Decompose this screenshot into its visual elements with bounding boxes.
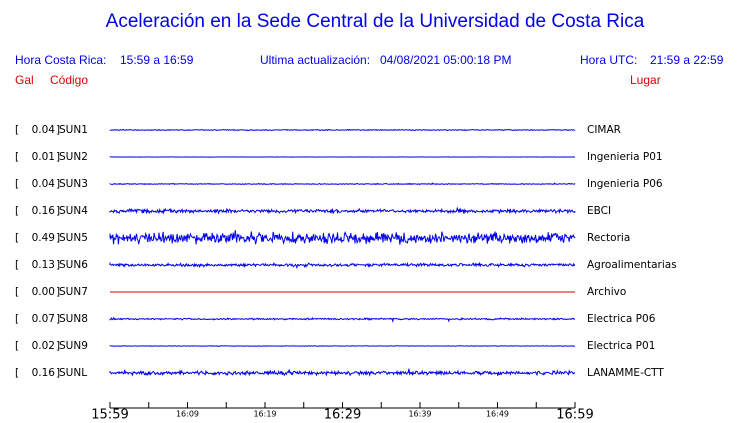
gal: 0.04 [32, 124, 56, 136]
bracket: ] [56, 340, 60, 352]
gal: 0.07 [32, 313, 55, 325]
utc-label: Hora UTC: [580, 53, 637, 67]
code: SUN4 [59, 205, 88, 217]
place: Archivo [587, 286, 626, 298]
bracket: ] [56, 259, 60, 271]
col-gal: Gal [15, 73, 34, 87]
place: Ingenieria P06 [587, 178, 663, 190]
code: SUN8 [59, 313, 88, 325]
tick-label: 16:59 [556, 408, 593, 423]
bracket: ] [56, 313, 60, 325]
bracket: [ [15, 367, 19, 379]
gal: 0.02 [32, 340, 55, 352]
code: SUN5 [59, 232, 88, 244]
utc-range: 21:59 a 22:59 [650, 53, 724, 67]
bracket: [ [15, 313, 19, 325]
gal: 0.16 [32, 205, 56, 217]
gal: 0.00 [32, 286, 55, 298]
code: SUN6 [59, 259, 88, 271]
col-place: Lugar [630, 73, 661, 87]
update-label: Ultima actualización: [260, 53, 370, 67]
code: SUNL [59, 367, 87, 379]
bracket: ] [56, 367, 60, 379]
bracket: ] [56, 124, 60, 136]
bracket: [ [15, 205, 19, 217]
place: CIMAR [587, 124, 621, 136]
tick-label: 16:29 [324, 408, 361, 423]
gal: 0.13 [32, 259, 55, 271]
place: Agroalimentarias [587, 259, 677, 271]
gal: 0.16 [32, 367, 56, 379]
trace [109, 345, 576, 348]
code: SUN3 [59, 178, 88, 190]
bracket: [ [15, 259, 19, 271]
code: SUN1 [59, 124, 88, 136]
place: Electrica P06 [587, 313, 656, 325]
tick-label: 16:39 [408, 410, 431, 419]
tick-label: 16:49 [486, 410, 509, 419]
local-range: 15:59 a 16:59 [120, 53, 194, 67]
bracket: ] [56, 232, 60, 244]
place: Electrica P01 [587, 340, 655, 352]
trace [109, 316, 575, 323]
place: LANAMME-CTT [587, 367, 664, 379]
trace [109, 206, 576, 215]
bracket: ] [56, 178, 60, 190]
tick-label: 16:09 [176, 410, 199, 419]
update-value: 04/08/2021 05:00:18 PM [380, 53, 511, 67]
place: EBCI [587, 205, 611, 217]
trace [109, 261, 576, 270]
bracket: ] [56, 286, 60, 298]
bracket: [ [15, 178, 19, 190]
title: Aceleración en la Sede Central de la Uni… [106, 11, 645, 32]
bracket: [ [15, 340, 19, 352]
gal: 0.04 [32, 178, 56, 190]
bracket: ] [56, 205, 60, 217]
code: SUN9 [59, 340, 88, 352]
trace [109, 128, 576, 132]
tick-label: 16:19 [253, 410, 276, 419]
code: SUN7 [59, 286, 88, 298]
col-code: Código [50, 73, 88, 87]
place: Ingenieria P01 [587, 151, 663, 163]
place: Rectoria [587, 232, 630, 244]
trace [109, 230, 576, 246]
trace [109, 368, 576, 378]
bracket: [ [15, 232, 19, 244]
bracket: [ [15, 124, 19, 136]
gal: 0.49 [32, 232, 55, 244]
bracket: [ [15, 151, 19, 163]
bracket: [ [15, 286, 19, 298]
local-label: Hora Costa Rica: [15, 53, 106, 67]
bracket: ] [56, 151, 60, 163]
tick-label: 15:59 [91, 408, 128, 423]
gal: 0.01 [32, 151, 55, 163]
code: SUN2 [59, 151, 88, 163]
trace [109, 182, 576, 186]
